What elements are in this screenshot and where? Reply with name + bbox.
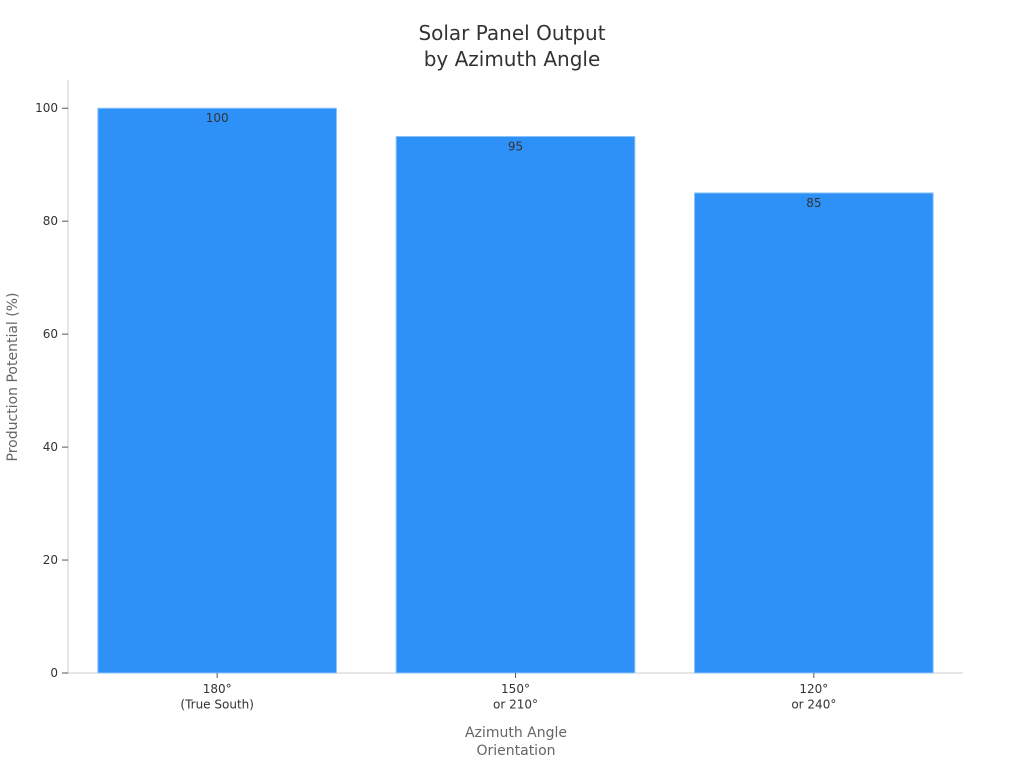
y-tick-label: 60 <box>43 327 58 341</box>
data-label: 100 <box>206 111 229 125</box>
chart-title: Solar Panel Output by Azimuth Angle <box>418 21 605 71</box>
x-axis-label: Azimuth Angle Orientation <box>465 725 567 759</box>
y-tick-label: 80 <box>43 214 58 228</box>
bar <box>694 192 934 674</box>
bar <box>97 107 338 674</box>
y-axis-label: Production Potential (%) <box>5 293 21 462</box>
y-tick-label: 0 <box>50 666 58 680</box>
x-tick-label: 120° or 240° <box>791 682 836 712</box>
y-tick-label: 20 <box>43 553 58 567</box>
data-label: 85 <box>806 196 821 210</box>
y-tick-label: 40 <box>43 440 58 454</box>
x-tick-label: 180° (True South) <box>180 682 254 712</box>
bar <box>395 135 636 674</box>
data-label: 95 <box>508 139 523 153</box>
x-tick-label: 150° or 210° <box>493 682 538 712</box>
y-tick-label: 100 <box>35 101 58 115</box>
